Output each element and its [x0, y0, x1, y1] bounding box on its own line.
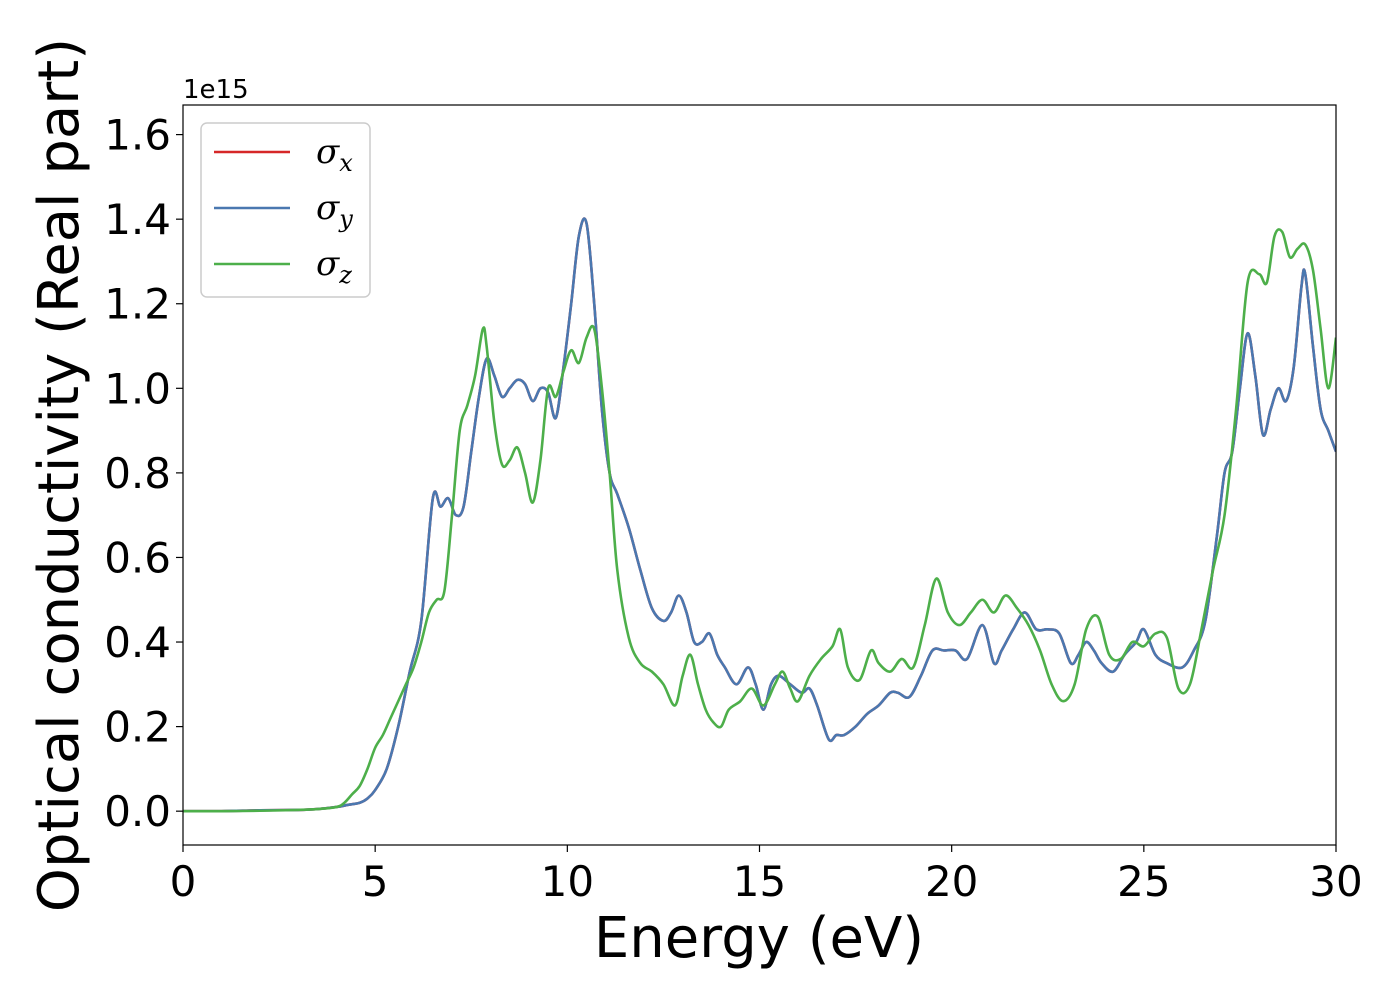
plot-area	[183, 105, 1336, 845]
y-tick-label: 0.0	[104, 787, 171, 836]
y-tick-label: 0.4	[104, 618, 171, 667]
y-axis: 0.0 0.2 0.4 0.6 0.8 1.0 1.2 1.4 1.6	[104, 111, 183, 836]
legend-label-sigma-x: σx	[316, 132, 353, 177]
y-tick-label: 0.8	[104, 449, 171, 498]
legend-label-sigma-z: σz	[316, 244, 352, 289]
y-axis-label: Optical conductivity (Real part)	[27, 38, 92, 912]
series-layer	[183, 217, 1336, 813]
x-tick-label: 10	[541, 857, 594, 906]
x-tick-label: 0	[170, 857, 197, 906]
series-line-sigma-z	[183, 228, 1336, 813]
series-line-sigma-y	[183, 217, 1336, 813]
x-tick-label: 15	[733, 857, 786, 906]
x-tick-label: 25	[1117, 857, 1170, 906]
y-tick-label: 1.6	[104, 111, 171, 160]
y-tick-label: 1.0	[104, 364, 171, 413]
legend: σx σy σz	[200, 122, 371, 298]
legend-box	[200, 122, 371, 298]
y-tick-label: 1.4	[104, 195, 171, 244]
x-axis-label: Energy (eV)	[594, 906, 924, 971]
x-tick-label: 20	[925, 857, 978, 906]
y-offset-label: 1e15	[183, 75, 249, 105]
y-tick-label: 0.2	[104, 703, 171, 752]
x-tick-label: 30	[1309, 857, 1362, 906]
y-tick-label: 0.6	[104, 533, 171, 582]
x-axis: 0 5 10 15 20 25 30	[170, 845, 1363, 906]
legend-label-sigma-y: σy	[316, 188, 353, 233]
y-tick-label: 1.2	[104, 280, 171, 329]
x-tick-label: 5	[362, 857, 389, 906]
